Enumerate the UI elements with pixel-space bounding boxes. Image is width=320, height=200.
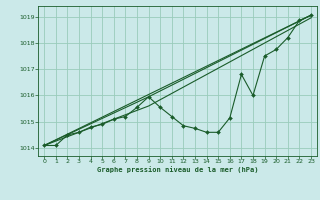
X-axis label: Graphe pression niveau de la mer (hPa): Graphe pression niveau de la mer (hPa) [97, 166, 258, 173]
